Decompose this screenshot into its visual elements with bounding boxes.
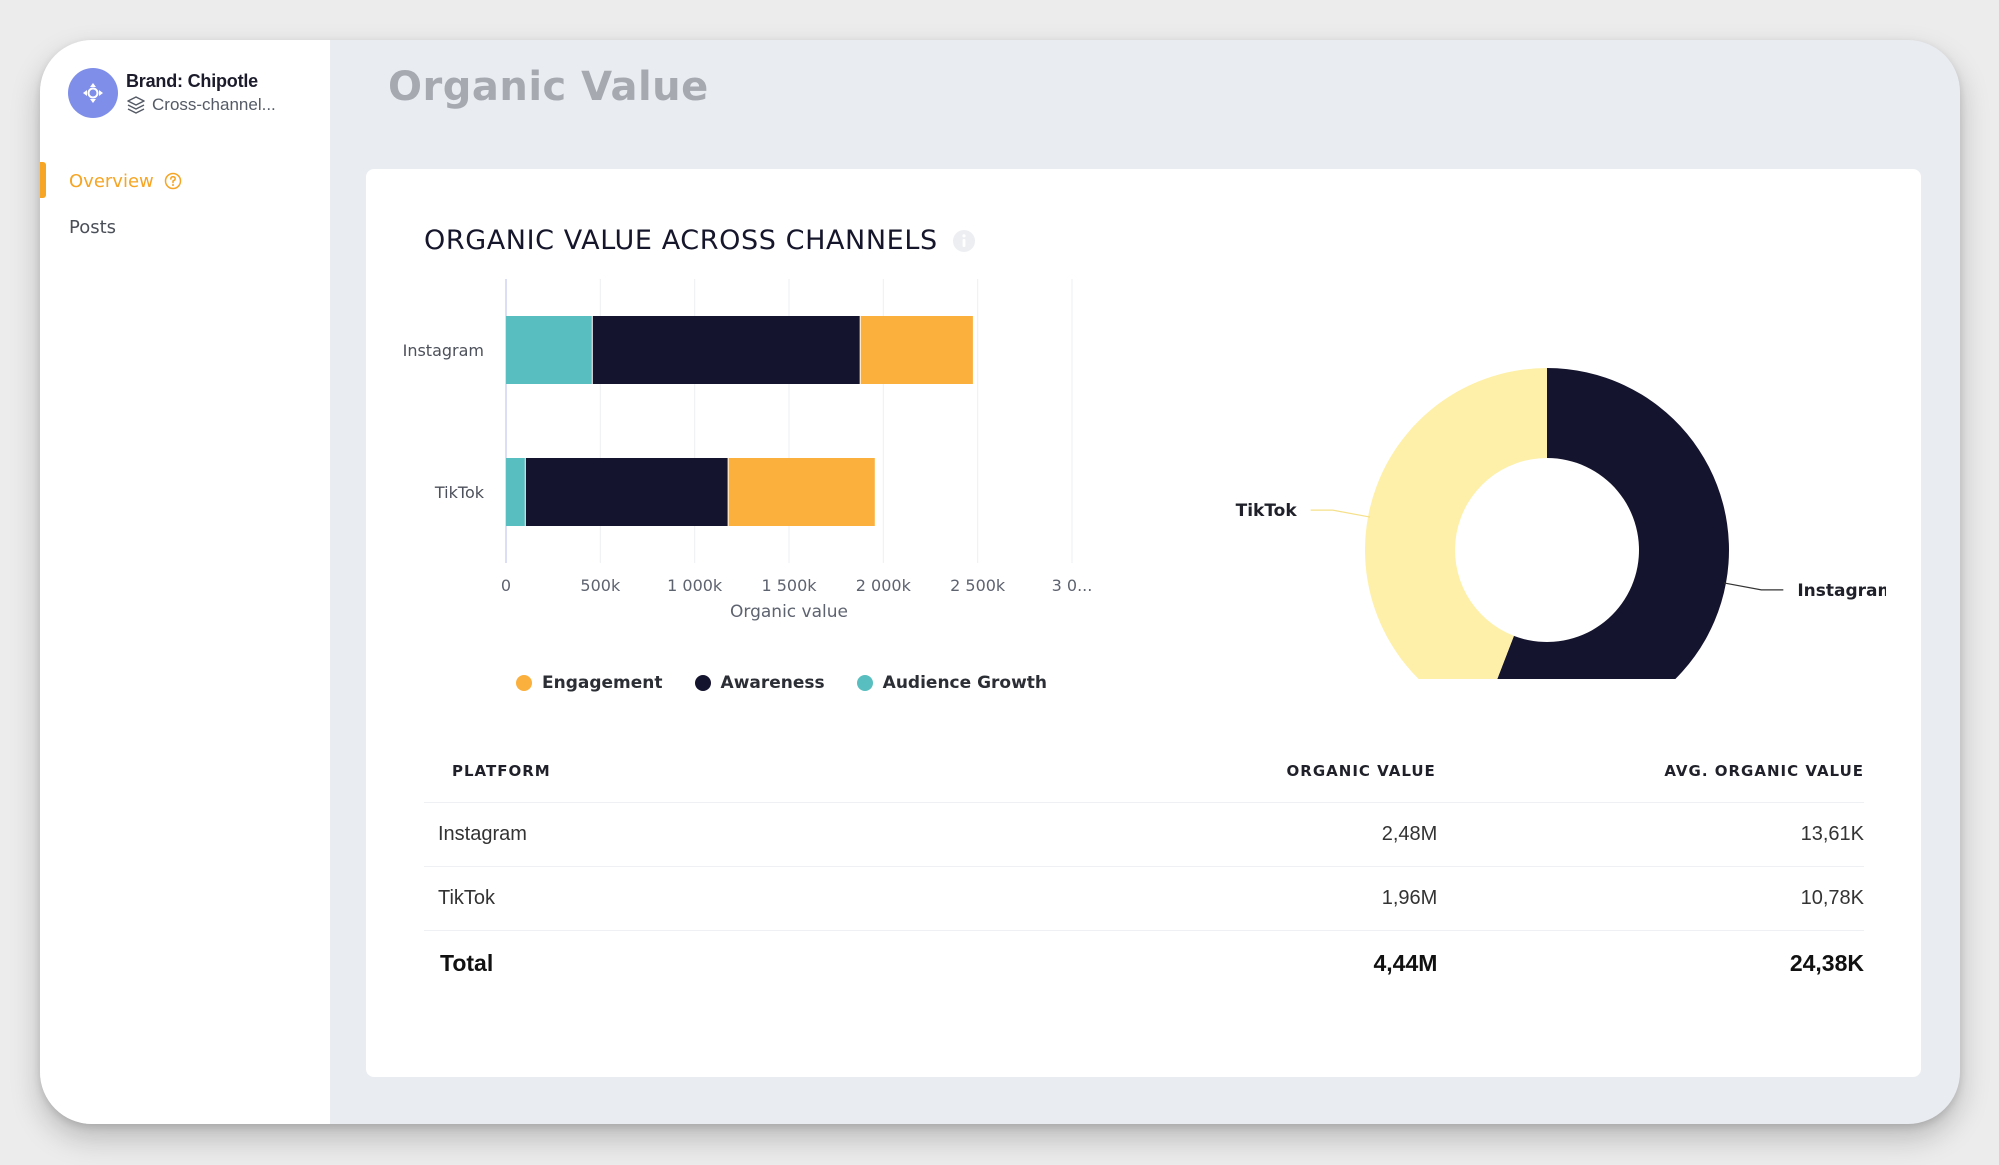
cell-organic-value: 1,96M xyxy=(1381,887,1438,909)
legend-label: Engagement xyxy=(542,673,663,693)
cell-total-avg-organic-value: 24,38K xyxy=(1789,949,1864,976)
x-tick-label: 0 xyxy=(501,576,511,595)
x-tick-label: 1 500k xyxy=(761,576,817,595)
platform-table: PLATFORM ORGANIC VALUE AVG. ORGANIC VALU… xyxy=(424,739,1864,995)
table-row[interactable]: Instagram 2,48M 13,61K xyxy=(424,803,1864,867)
brand-subtitle: Cross-channel... xyxy=(126,93,276,117)
legend-item-awareness[interactable]: Awareness xyxy=(694,673,825,693)
cell-avg-organic-value: 13,61K xyxy=(1800,823,1864,845)
x-axis-label: Organic value xyxy=(730,602,848,622)
help-icon[interactable] xyxy=(164,172,182,190)
cell-avg-organic-value: 10,78K xyxy=(1800,887,1864,909)
cell-platform: TikTok xyxy=(438,887,496,909)
x-tick-label: 2 000k xyxy=(856,576,912,595)
bar-audience-growth xyxy=(506,316,592,384)
sidebar-item-label: Overview xyxy=(69,170,154,192)
x-tick-label: 1 000k xyxy=(667,576,723,595)
leader-line xyxy=(1310,509,1371,518)
bar-awareness xyxy=(592,316,860,384)
cell-total-label: Total xyxy=(440,949,494,976)
y-category-label: Instagram xyxy=(403,341,484,360)
slice-tiktok xyxy=(1365,368,1547,679)
slice-label: Instagram xyxy=(1797,581,1886,601)
x-tick-label: 2 500k xyxy=(950,576,1006,595)
legend-label: Awareness xyxy=(720,673,825,693)
main-content: Organic Value ORGANIC VALUE ACROSS CHANN… xyxy=(330,40,1960,1124)
cell-total-organic-value: 4,44M xyxy=(1373,949,1438,976)
chart-legend: Engagement Awareness Audience Growth xyxy=(516,673,1079,693)
slice-instagram xyxy=(1497,368,1729,679)
sidebar-item-label: Posts xyxy=(69,216,117,238)
brand-avatar xyxy=(68,68,118,118)
stacked-bar-chart: 0 500k 1 000k 1 500k 2 000k 2 500k 3 0... Organ… xyxy=(403,279,1093,622)
page-title: Organic Value xyxy=(388,64,709,110)
legend-dot xyxy=(856,675,873,691)
sidebar-nav: Overview Posts xyxy=(40,158,330,250)
brand-header[interactable]: Brand: Chipotle Cross-channel... xyxy=(68,68,276,118)
slice-label: TikTok xyxy=(1236,501,1298,521)
x-tick-label: 500k xyxy=(580,576,621,595)
sidebar: Brand: Chipotle Cross-channel... Overvie… xyxy=(40,40,330,1124)
cell-organic-value: 2,48M xyxy=(1381,823,1438,845)
card-title-text: ORGANIC VALUE ACROSS CHANNELS xyxy=(424,225,938,256)
brand-subtitle-text: Cross-channel... xyxy=(152,95,276,114)
header-platform[interactable]: PLATFORM xyxy=(452,761,551,780)
header-avg-organic-value[interactable]: AVG. ORGANIC VALUE xyxy=(1664,761,1864,780)
legend-label: Audience Growth xyxy=(882,673,1048,693)
card-title: ORGANIC VALUE ACROSS CHANNELS xyxy=(424,225,976,256)
cell-platform: Instagram xyxy=(438,823,527,845)
bar-awareness xyxy=(525,458,728,526)
legend-item-audience-growth[interactable]: Audience Growth xyxy=(856,673,1048,693)
legend-dot xyxy=(516,675,532,691)
app-window: Brand: Chipotle Cross-channel... Overvie… xyxy=(40,40,1960,1124)
table-total-row: Total 4,44M 24,38K xyxy=(424,931,1864,995)
x-tick-label: 3 0... xyxy=(1052,576,1093,595)
y-category-label: TikTok xyxy=(434,483,485,502)
brand-name: Brand: Chipotle xyxy=(126,71,258,91)
sidebar-item-posts[interactable]: Posts xyxy=(40,204,330,250)
table-header: PLATFORM ORGANIC VALUE AVG. ORGANIC VALU… xyxy=(424,739,1864,803)
header-organic-value[interactable]: ORGANIC VALUE xyxy=(1286,761,1436,780)
legend-dot xyxy=(694,675,711,691)
leader-line xyxy=(1723,582,1784,591)
bar-engagement xyxy=(860,316,973,384)
bar-audience-growth xyxy=(506,458,525,526)
info-icon[interactable] xyxy=(952,229,976,253)
layers-icon xyxy=(127,96,145,114)
table-row[interactable]: TikTok 1,96M 10,78K xyxy=(424,867,1864,931)
bar-engagement xyxy=(728,458,875,526)
organic-value-card: ORGANIC VALUE ACROSS CHANNELS 0 500k 1 000… xyxy=(366,169,1921,1077)
donut-chart: Instagram TikTok xyxy=(1236,368,1886,679)
sidebar-item-overview[interactable]: Overview xyxy=(40,158,330,204)
crosshair-icon xyxy=(83,83,103,103)
legend-item-engagement[interactable]: Engagement xyxy=(516,673,663,693)
